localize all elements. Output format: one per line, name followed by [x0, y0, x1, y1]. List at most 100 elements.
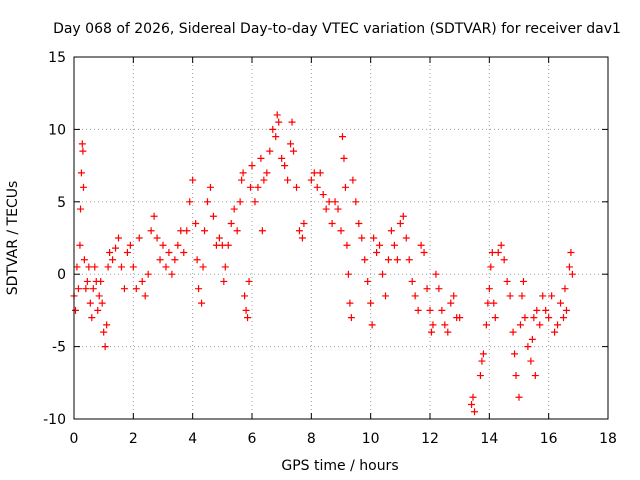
- data-point: [244, 314, 252, 322]
- data-point: [352, 198, 360, 206]
- data-point: [515, 393, 523, 401]
- data-point: [390, 241, 398, 249]
- x-tick-label: 16: [540, 431, 558, 447]
- data-point: [224, 241, 232, 249]
- data-point: [408, 277, 416, 285]
- data-point: [399, 212, 407, 220]
- data-point: [349, 176, 357, 184]
- data-point: [168, 270, 176, 278]
- data-point: [79, 147, 87, 155]
- data-point: [494, 248, 502, 256]
- x-tick-label: 10: [362, 431, 380, 447]
- data-point: [568, 270, 576, 278]
- data-point: [221, 263, 229, 271]
- data-point: [533, 306, 541, 314]
- data-point: [373, 248, 381, 256]
- data-point: [417, 241, 425, 249]
- data-point: [447, 299, 455, 307]
- data-point: [251, 198, 259, 206]
- data-point: [346, 299, 354, 307]
- data-point: [106, 248, 114, 256]
- data-point: [300, 220, 308, 228]
- data-point: [227, 220, 235, 228]
- data-point: [212, 241, 220, 249]
- data-point: [91, 263, 99, 271]
- data-point: [174, 241, 182, 249]
- data-point: [509, 328, 517, 336]
- data-point: [76, 241, 84, 249]
- data-point: [138, 277, 146, 285]
- data-point: [98, 299, 106, 307]
- data-point: [241, 292, 249, 300]
- data-point: [266, 147, 274, 155]
- data-point: [316, 169, 324, 177]
- data-point: [269, 125, 277, 133]
- data-point: [150, 212, 158, 220]
- data-point: [393, 256, 401, 264]
- data-point: [427, 328, 435, 336]
- y-tick-label: -10: [43, 412, 66, 428]
- data-point: [71, 306, 79, 314]
- data-point: [527, 357, 535, 365]
- data-point: [126, 241, 134, 249]
- data-point: [95, 292, 103, 300]
- data-point: [484, 299, 492, 307]
- axis-ticks: 0 2 4 6 8 10 12 14 16 18 -10 -5 0 5 10 15: [43, 50, 617, 447]
- data-point: [542, 306, 550, 314]
- data-point: [313, 183, 321, 191]
- data-point: [432, 270, 440, 278]
- data-point: [322, 205, 330, 213]
- data-point: [551, 328, 559, 336]
- data-point: [236, 198, 244, 206]
- data-point: [115, 234, 122, 242]
- data-point: [444, 328, 452, 336]
- data-point: [78, 140, 86, 148]
- data-point: [469, 393, 477, 401]
- data-point: [310, 169, 318, 177]
- y-tick-label: 10: [48, 122, 66, 138]
- data-point: [129, 263, 137, 271]
- data-point: [288, 118, 296, 126]
- data-point: [88, 314, 96, 322]
- data-point: [490, 299, 498, 307]
- data-point: [358, 234, 366, 242]
- y-tick-label: -5: [52, 340, 66, 356]
- data-point: [177, 227, 185, 235]
- data-point: [281, 162, 289, 170]
- data-point: [405, 256, 413, 264]
- data-point: [245, 277, 253, 285]
- data-point: [361, 256, 369, 264]
- data-point: [426, 306, 434, 314]
- data-point: [141, 292, 149, 300]
- data-point: [189, 176, 197, 184]
- data-point: [218, 241, 226, 249]
- data-point: [491, 314, 499, 322]
- data-point: [135, 234, 143, 242]
- data-point: [545, 314, 553, 322]
- data-point: [156, 256, 164, 264]
- x-tick-label: 2: [129, 431, 138, 447]
- data-point: [165, 248, 173, 256]
- data-point: [186, 198, 194, 206]
- data-point: [435, 285, 443, 293]
- data-point: [120, 285, 128, 293]
- data-point: [79, 183, 87, 191]
- data-point: [485, 285, 493, 293]
- data-point: [319, 191, 327, 199]
- data-point: [74, 285, 82, 293]
- data-point: [411, 292, 419, 300]
- chart-title: Day 068 of 2026, Sidereal Day-to-day VTE…: [53, 21, 621, 37]
- data-point: [86, 299, 94, 307]
- data-point: [387, 227, 395, 235]
- data-point: [195, 285, 203, 293]
- data-point: [414, 306, 422, 314]
- data-point: [147, 227, 155, 235]
- data-point: [341, 183, 349, 191]
- y-tick-label: 5: [57, 195, 66, 211]
- data-point: [230, 205, 238, 213]
- x-tick-label: 12: [421, 431, 439, 447]
- data-point: [384, 256, 392, 264]
- data-point: [192, 220, 200, 228]
- data-point: [518, 292, 526, 300]
- data-point: [272, 133, 280, 141]
